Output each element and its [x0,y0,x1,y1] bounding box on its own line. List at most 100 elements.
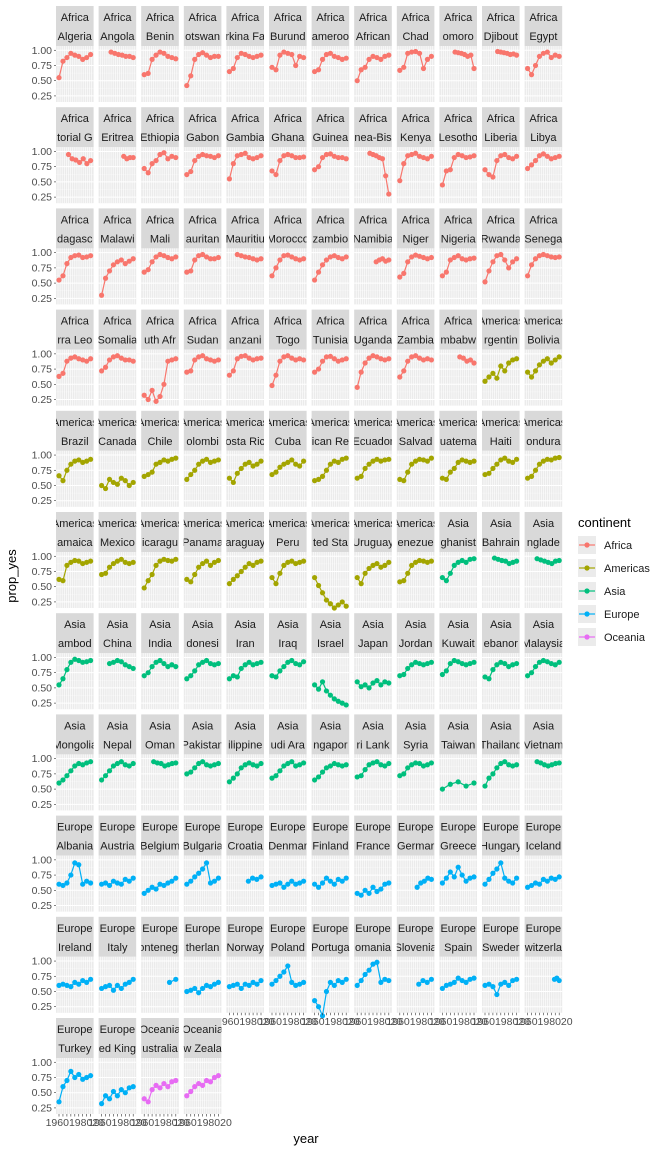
facet-strip-continent: Africa [316,214,345,226]
data-point [246,560,252,567]
data-point [335,358,341,364]
data-point [544,456,550,462]
data-point [297,762,303,768]
facet-strip-country: ustralia [142,1043,178,1055]
data-point [238,151,244,158]
data-point [245,878,251,884]
data-point [211,358,218,364]
facet-strip-continent: Americas [350,417,396,429]
legend-key-point [584,542,590,548]
data-point [315,269,322,275]
data-point [68,984,74,990]
data-point [277,880,283,886]
facet-strip-country: Portuga [311,942,350,954]
y-tick-label: 0.50 [32,885,53,897]
data-point [254,154,260,161]
data-point [331,982,337,989]
facet-strip-country: Nigeria [441,233,477,245]
data-point [343,156,349,162]
facet-strip-continent: Asia [447,720,469,732]
data-point [207,357,214,363]
facet-strip-continent: Asia [234,720,256,732]
y-tick-label: 0.50 [32,784,53,796]
facet-strip [141,916,179,957]
x-tick-label: 1960198020 [131,1117,190,1129]
data-point [556,53,562,59]
data-point [428,558,434,564]
data-point [362,887,368,893]
data-point [374,677,380,684]
data-point [498,659,504,665]
data-point [358,581,364,587]
data-point [126,482,132,489]
data-point [184,82,190,89]
data-point [84,878,90,884]
facet-strip [482,309,520,350]
data-point [540,151,547,157]
y-tick-label: 0.75 [32,1072,53,1084]
data-point [184,576,190,582]
data-point [285,459,291,465]
facet-strip-continent: Americas [52,518,98,530]
facet-strip [98,916,137,957]
data-point [502,660,508,667]
facet-strip-country: therlan [186,942,220,954]
data-point [482,471,488,478]
data-point [114,1093,120,1099]
data-point [76,981,82,987]
facet-strip [354,309,392,350]
data-point [536,881,543,887]
data-point [200,50,206,56]
facet-strip-continent: Americas [520,417,566,429]
facet-strip-country: France [356,841,390,853]
data-point [84,458,90,464]
data-point [169,357,175,363]
data-point [68,461,74,467]
data-point [122,662,128,668]
facet-strip-country: enezue [398,537,434,549]
data-point [215,53,221,59]
data-point [114,481,120,487]
data-point [502,257,508,263]
data-point [335,876,341,882]
data-point [420,977,426,984]
facet-strip [396,107,435,148]
data-point [556,254,562,260]
data-point [211,981,218,987]
data-point [540,657,547,664]
data-point [540,358,547,364]
data-point [188,268,194,274]
legend-item: Americas [578,559,650,577]
data-point [188,878,194,884]
data-point [378,762,384,768]
data-point [153,157,159,164]
facet-strip-country: Finland [312,841,348,853]
data-point [471,65,477,72]
data-point [281,461,287,467]
data-point [203,254,210,260]
data-point [64,562,70,568]
data-point [354,574,360,581]
data-point [80,254,86,261]
facet-strip-continent: Americas [435,417,481,429]
facet-strip-country: Haiti [490,436,512,448]
facet-strip [269,107,307,148]
data-point [207,660,214,667]
data-point [110,763,117,769]
data-point [459,457,465,463]
data-point [335,459,341,465]
data-point [343,875,349,881]
data-point [331,253,337,259]
data-point [106,768,113,774]
data-point [532,62,539,69]
data-point [72,763,78,769]
data-point [428,357,434,363]
